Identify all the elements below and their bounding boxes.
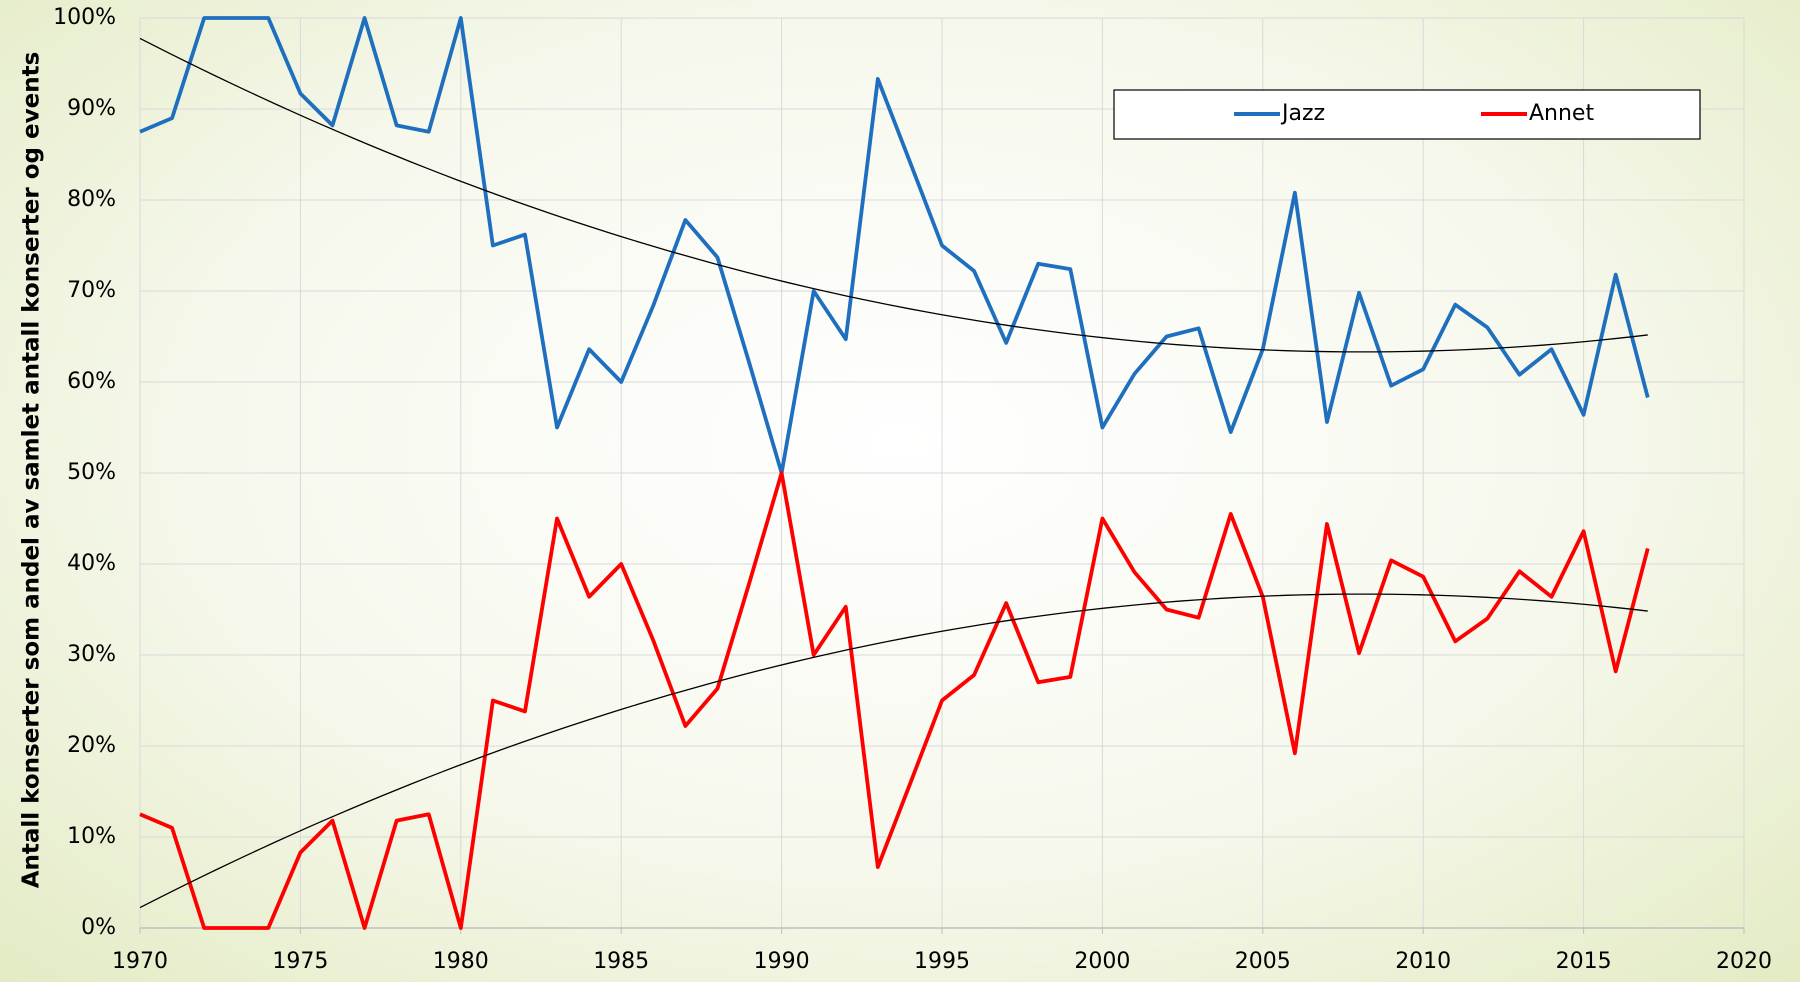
y-tick-label: 40% [67, 551, 116, 576]
y-tick-label: 20% [67, 733, 116, 758]
y-axis-label: Antall konserter som andel av samlet ant… [19, 52, 45, 889]
x-tick-label: 2020 [1716, 949, 1772, 974]
x-tick-label: 1980 [433, 949, 489, 974]
y-tick-label: 0% [81, 915, 116, 940]
y-tick-label: 70% [67, 278, 116, 303]
y-tick-label: 90% [67, 96, 116, 121]
x-tick-label: 1975 [272, 949, 328, 974]
legend-label: Jazz [1280, 101, 1325, 126]
trendline [139, 37, 1648, 353]
x-tick-label: 2005 [1235, 949, 1291, 974]
y-tick-label: 80% [67, 187, 116, 212]
x-tick-label: 2010 [1395, 949, 1451, 974]
y-tick-label: 30% [67, 642, 116, 667]
x-tick-label: 2015 [1556, 949, 1612, 974]
x-tick-label: 1990 [754, 949, 810, 974]
legend-label: Annet [1529, 101, 1594, 126]
series-line [139, 16, 1650, 475]
series-line [139, 471, 1650, 930]
x-tick-label: 1995 [914, 949, 970, 974]
trendline [139, 593, 1648, 909]
y-tick-label: 50% [67, 460, 116, 485]
x-tick-label: 2000 [1074, 949, 1130, 974]
legend-box [1113, 89, 1701, 140]
y-tick-label: 60% [67, 369, 116, 394]
y-tick-label: 100% [53, 5, 116, 30]
y-tick-label: 10% [67, 824, 116, 849]
x-tick-label: 1985 [593, 949, 649, 974]
x-tick-label: 1970 [112, 949, 168, 974]
